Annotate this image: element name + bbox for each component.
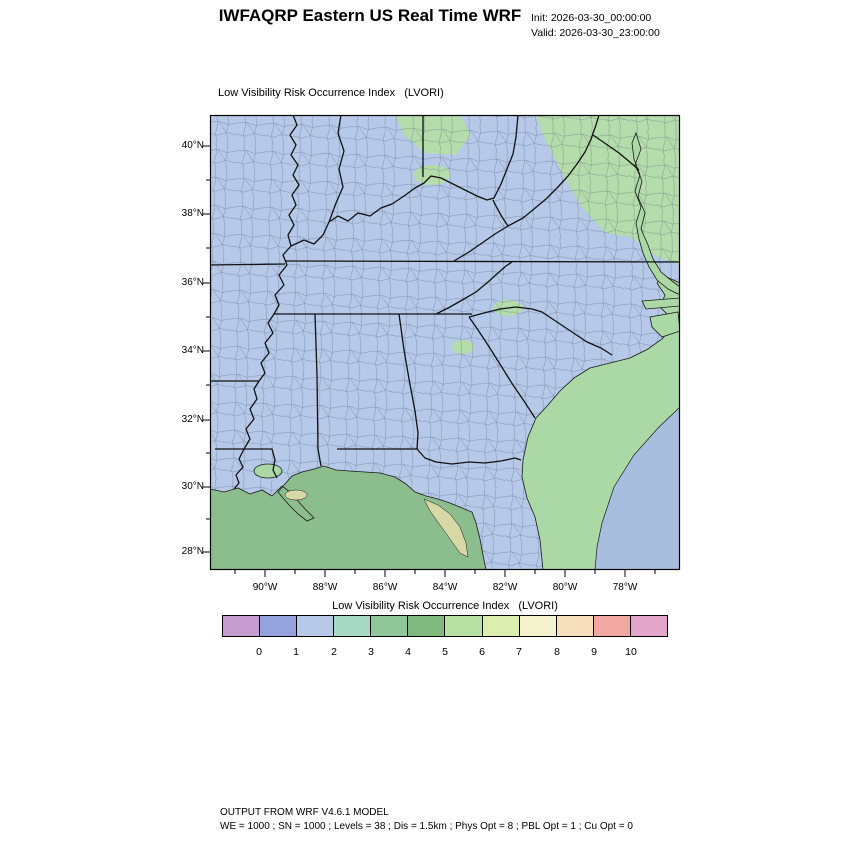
lat-tick-label: 30°N (181, 481, 204, 492)
colorbar-segment (519, 616, 557, 636)
mississippi-river-border (233, 115, 300, 490)
colorbar-tick-label: 3 (368, 646, 374, 658)
shoal-patch-1 (284, 489, 308, 501)
lat-tick-label: 40°N (181, 140, 204, 151)
colorbar-segment (445, 616, 483, 636)
tennessee-nc-border (435, 261, 513, 315)
colorbar-segment (593, 616, 631, 636)
init-time-label: Init: 2026-03-30_00:00:00 (531, 12, 652, 24)
valid-time-label: Valid: 2026-03-30_23:00:00 (531, 27, 660, 39)
colorbar-tick-label: 8 (554, 646, 560, 658)
lon-tick-label: 88°W (312, 582, 338, 593)
mississippi-alabama-border (314, 313, 322, 467)
colorbar-segment (260, 616, 298, 636)
colorbar-tick-label: 6 (479, 646, 485, 658)
lake-pontchartrain (253, 463, 283, 479)
virginia-wv-border (507, 115, 600, 227)
colorbar-title: Low Visibility Risk Occurrence Index (LV… (332, 600, 558, 612)
lat-major-ticks (203, 145, 210, 553)
lon-tick-label: 80°W (552, 582, 578, 593)
lat-tick-label: 38°N (181, 208, 204, 219)
albemarle-sound (641, 297, 680, 310)
colorbar-segment (630, 616, 667, 636)
colorbar-tick-label: 0 (256, 646, 262, 658)
colorbar-segment (408, 616, 446, 636)
lon-minor-ticks (234, 570, 656, 574)
colorbar-segment (297, 616, 335, 636)
lon-tick-label: 86°W (372, 582, 398, 593)
chesapeake-bay (631, 131, 680, 296)
lat-tick-label: 36°N (181, 277, 204, 288)
colorbar-tick-label: 9 (591, 646, 597, 658)
page-title: IWFAQRP Eastern US Real Time WRF (218, 6, 522, 25)
footer-model-line: OUTPUT FROM WRF V4.6.1 MODEL (220, 807, 389, 818)
nc-sc-border (468, 306, 613, 356)
louisiana-mississippi-border (215, 448, 278, 479)
footer-config-line: WE = 1000 ; SN = 1000 ; Levels = 38 ; Di… (220, 821, 633, 832)
map-canvas (203, 114, 681, 577)
potomac-border (592, 134, 640, 171)
lon-tick-label: 84°W (432, 582, 458, 593)
colorbar-tick-label: 4 (405, 646, 411, 658)
pamlico-sound (649, 311, 680, 338)
colorbar-segment (334, 616, 372, 636)
lon-major-ticks (264, 570, 626, 577)
lat-minor-ticks (206, 179, 210, 520)
atlantic-offshore (594, 406, 680, 570)
lat-tick-label: 32°N (181, 414, 204, 425)
lat-tick-label: 34°N (181, 345, 204, 356)
map-frame (209, 114, 681, 571)
colorbar-tick-label: 5 (442, 646, 448, 658)
colorbar-segment (556, 616, 594, 636)
kentucky-wv-border (492, 199, 509, 227)
alabama-georgia-border (398, 313, 419, 450)
shoal-patch-2 (423, 498, 469, 558)
lon-tick-label: 82°W (492, 582, 518, 593)
florida-georgia-border (416, 448, 522, 465)
axis-ticks (203, 145, 656, 577)
map-title: Low Visibility Risk Occurrence Index (LV… (218, 87, 444, 99)
colorbar-segment (371, 616, 409, 636)
colorbar-tick-label: 7 (516, 646, 522, 658)
lon-tick-label: 90°W (252, 582, 278, 593)
colorbar-tick-label: 10 (625, 646, 637, 658)
colorbar-tick-label: 2 (331, 646, 337, 658)
colorbar-segment (482, 616, 520, 636)
lon-tick-label: 78°W (612, 582, 638, 593)
ocean-layers (210, 131, 680, 570)
arkansas-missouri-border (210, 263, 286, 266)
colorbar-segment (223, 616, 261, 636)
ohio-river-border (290, 115, 519, 247)
colorbar-tick-label: 1 (293, 646, 299, 658)
state-borders (210, 115, 680, 490)
wabash-river-border (328, 115, 345, 223)
virginia-nc-border (284, 260, 680, 263)
gulf-of-mexico (210, 465, 487, 570)
colorbar (222, 615, 668, 637)
georgia-sc-border (468, 316, 536, 419)
virginia-kentucky-border (453, 225, 509, 262)
lat-tick-label: 28°N (181, 546, 204, 557)
